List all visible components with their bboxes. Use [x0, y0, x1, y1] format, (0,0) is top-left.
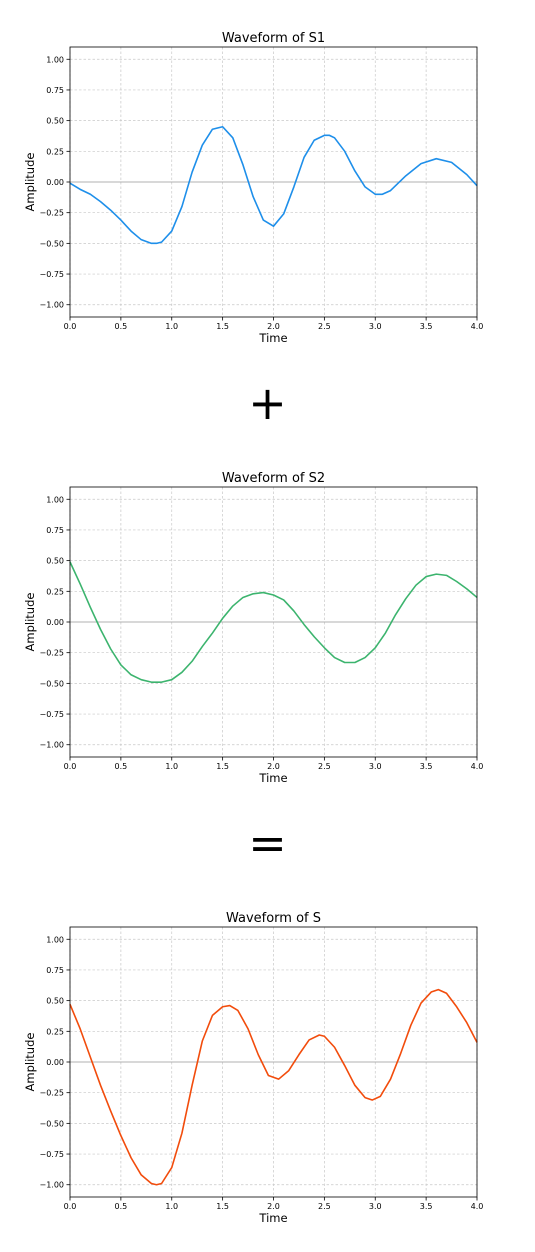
y-axis-label: Amplitude — [23, 153, 37, 212]
x-tick-label: 0.5 — [115, 1202, 128, 1211]
x-axis-label: Time — [258, 331, 287, 345]
chart-s: 0.0 0.5 1.0 1.5 2.0 2.5 3.0 3.5 4.0 1.00 0.75 0.50 0… — [23, 911, 484, 1225]
x-tick-label: 1.5 — [216, 322, 229, 331]
y-tick-label: −0.75 — [39, 270, 64, 279]
x-tick-label: 1.0 — [165, 1202, 178, 1211]
y-tick-label: −0.25 — [39, 649, 64, 658]
y-tick-label: 0.75 — [46, 966, 64, 975]
y-tick-label: 1.00 — [46, 55, 64, 64]
y-tick-label: −1.00 — [39, 301, 64, 310]
x-tick-label: 2.0 — [267, 1202, 280, 1211]
y-tick-label: −1.00 — [39, 741, 64, 750]
x-tick-label: 1.0 — [165, 762, 178, 771]
y-axis-label: Amplitude — [23, 593, 37, 652]
x-tick-label: 3.0 — [369, 322, 382, 331]
x-tick-label: 0.5 — [115, 762, 128, 771]
y-tick-label: 1.00 — [46, 495, 64, 504]
x-tick-label: 3.0 — [369, 1202, 382, 1211]
plus-operator: + — [248, 376, 287, 430]
y-tick-label: −0.75 — [39, 1150, 64, 1159]
y-tick-label: −0.50 — [39, 679, 64, 688]
y-tick-label: −0.25 — [39, 209, 64, 218]
series-line — [69, 561, 478, 683]
x-tick-label: 2.0 — [267, 322, 280, 331]
chart-s1: 0.0 0.5 1.0 1.5 2.0 2.5 3.0 3.5 4.0 1.00 0.75 0.50 0… — [23, 31, 484, 345]
y-tick-label: 0.25 — [46, 587, 64, 596]
x-tick-label: 4.0 — [471, 762, 484, 771]
x-tick-label: 1.5 — [216, 762, 229, 771]
y-tick-label: 0.75 — [46, 526, 64, 535]
y-tick-label: 1.00 — [46, 935, 64, 944]
x-tick-label: 4.0 — [471, 322, 484, 331]
y-tick-label: 0.50 — [46, 117, 64, 126]
x-tick-label: 4.0 — [471, 1202, 484, 1211]
chart-title: Waveform of S1 — [222, 31, 325, 46]
chart-title: Waveform of S2 — [222, 471, 325, 486]
x-tick-label: 1.5 — [216, 1202, 229, 1211]
equals-operator: = — [248, 816, 287, 870]
x-tick-label: 3.5 — [420, 1202, 433, 1211]
y-tick-label: 0.50 — [46, 557, 64, 566]
y-tick-label: 0.50 — [46, 997, 64, 1006]
y-tick-label: −0.75 — [39, 710, 64, 719]
x-tick-label: 0.0 — [64, 322, 77, 331]
chart-title: Waveform of S — [226, 911, 321, 926]
x-tick-label: 2.5 — [318, 762, 331, 771]
y-tick-label: −0.50 — [39, 1119, 64, 1128]
y-axis-label: Amplitude — [23, 1033, 37, 1092]
x-tick-label: 0.5 — [115, 322, 128, 331]
x-axis-label: Time — [258, 771, 287, 785]
series-line — [69, 988, 478, 1186]
x-tick-label: 3.0 — [369, 762, 382, 771]
x-tick-label: 0.0 — [64, 1202, 77, 1211]
y-tick-label: 0.75 — [46, 86, 64, 95]
x-tick-label: 2.5 — [318, 322, 331, 331]
y-tick-label: 0.25 — [46, 1027, 64, 1036]
y-tick-label: −1.00 — [39, 1181, 64, 1190]
y-tick-label: −0.25 — [39, 1089, 64, 1098]
y-tick-label: 0.00 — [46, 618, 64, 627]
y-tick-label: 0.25 — [46, 147, 64, 156]
x-tick-label: 3.5 — [420, 762, 433, 771]
y-tick-label: 0.00 — [46, 1058, 64, 1067]
x-tick-label: 2.0 — [267, 762, 280, 771]
x-tick-label: 3.5 — [420, 322, 433, 331]
series-line — [69, 125, 478, 245]
y-tick-label: 0.00 — [46, 178, 64, 187]
chart-s2: 0.0 0.5 1.0 1.5 2.0 2.5 3.0 3.5 4.0 1.00 0.75 0.50 0… — [23, 471, 484, 785]
y-tick-label: −0.50 — [39, 239, 64, 248]
x-tick-label: 1.0 — [165, 322, 178, 331]
x-axis-label: Time — [258, 1211, 287, 1225]
x-tick-label: 0.0 — [64, 762, 77, 771]
x-tick-label: 2.5 — [318, 1202, 331, 1211]
